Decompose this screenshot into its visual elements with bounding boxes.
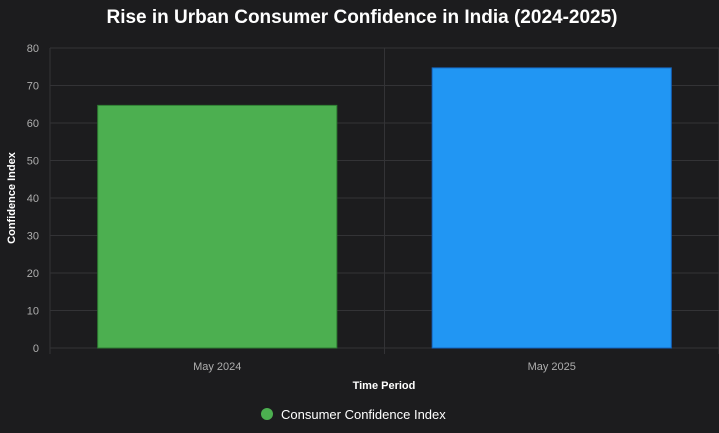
x-tick-label-0: May 2024 bbox=[193, 361, 241, 373]
x-axis-ticks: May 2024 May 2025 bbox=[193, 361, 576, 373]
legend-label: Consumer Confidence Index bbox=[281, 407, 446, 422]
y-tick-label-4: 40 bbox=[27, 193, 39, 205]
y-tick-label-6: 60 bbox=[27, 118, 39, 130]
y-tick-label-5: 50 bbox=[27, 156, 39, 168]
legend-swatch bbox=[261, 408, 273, 420]
x-tick-label-1: May 2025 bbox=[528, 361, 576, 373]
x-axis-label: Time Period bbox=[353, 380, 416, 392]
y-tick-label-8: 80 bbox=[27, 43, 39, 55]
y-tick-label-0: 0 bbox=[33, 343, 39, 355]
y-tick-label-3: 30 bbox=[27, 231, 39, 243]
chart-title: Rise in Urban Consumer Confidence in Ind… bbox=[106, 7, 617, 28]
y-tick-label-1: 10 bbox=[27, 306, 39, 318]
bars bbox=[97, 67, 672, 349]
y-tick-label-2: 20 bbox=[27, 268, 39, 280]
bar-may-2025[interactable] bbox=[431, 67, 672, 349]
y-tick-label-7: 70 bbox=[27, 81, 39, 93]
y-axis-label: Confidence Index bbox=[6, 151, 18, 244]
y-axis-ticks: 0 10 20 30 40 50 60 70 80 bbox=[27, 43, 39, 355]
legend[interactable]: Consumer Confidence Index bbox=[261, 407, 446, 422]
bar-may-2024[interactable] bbox=[97, 104, 338, 349]
